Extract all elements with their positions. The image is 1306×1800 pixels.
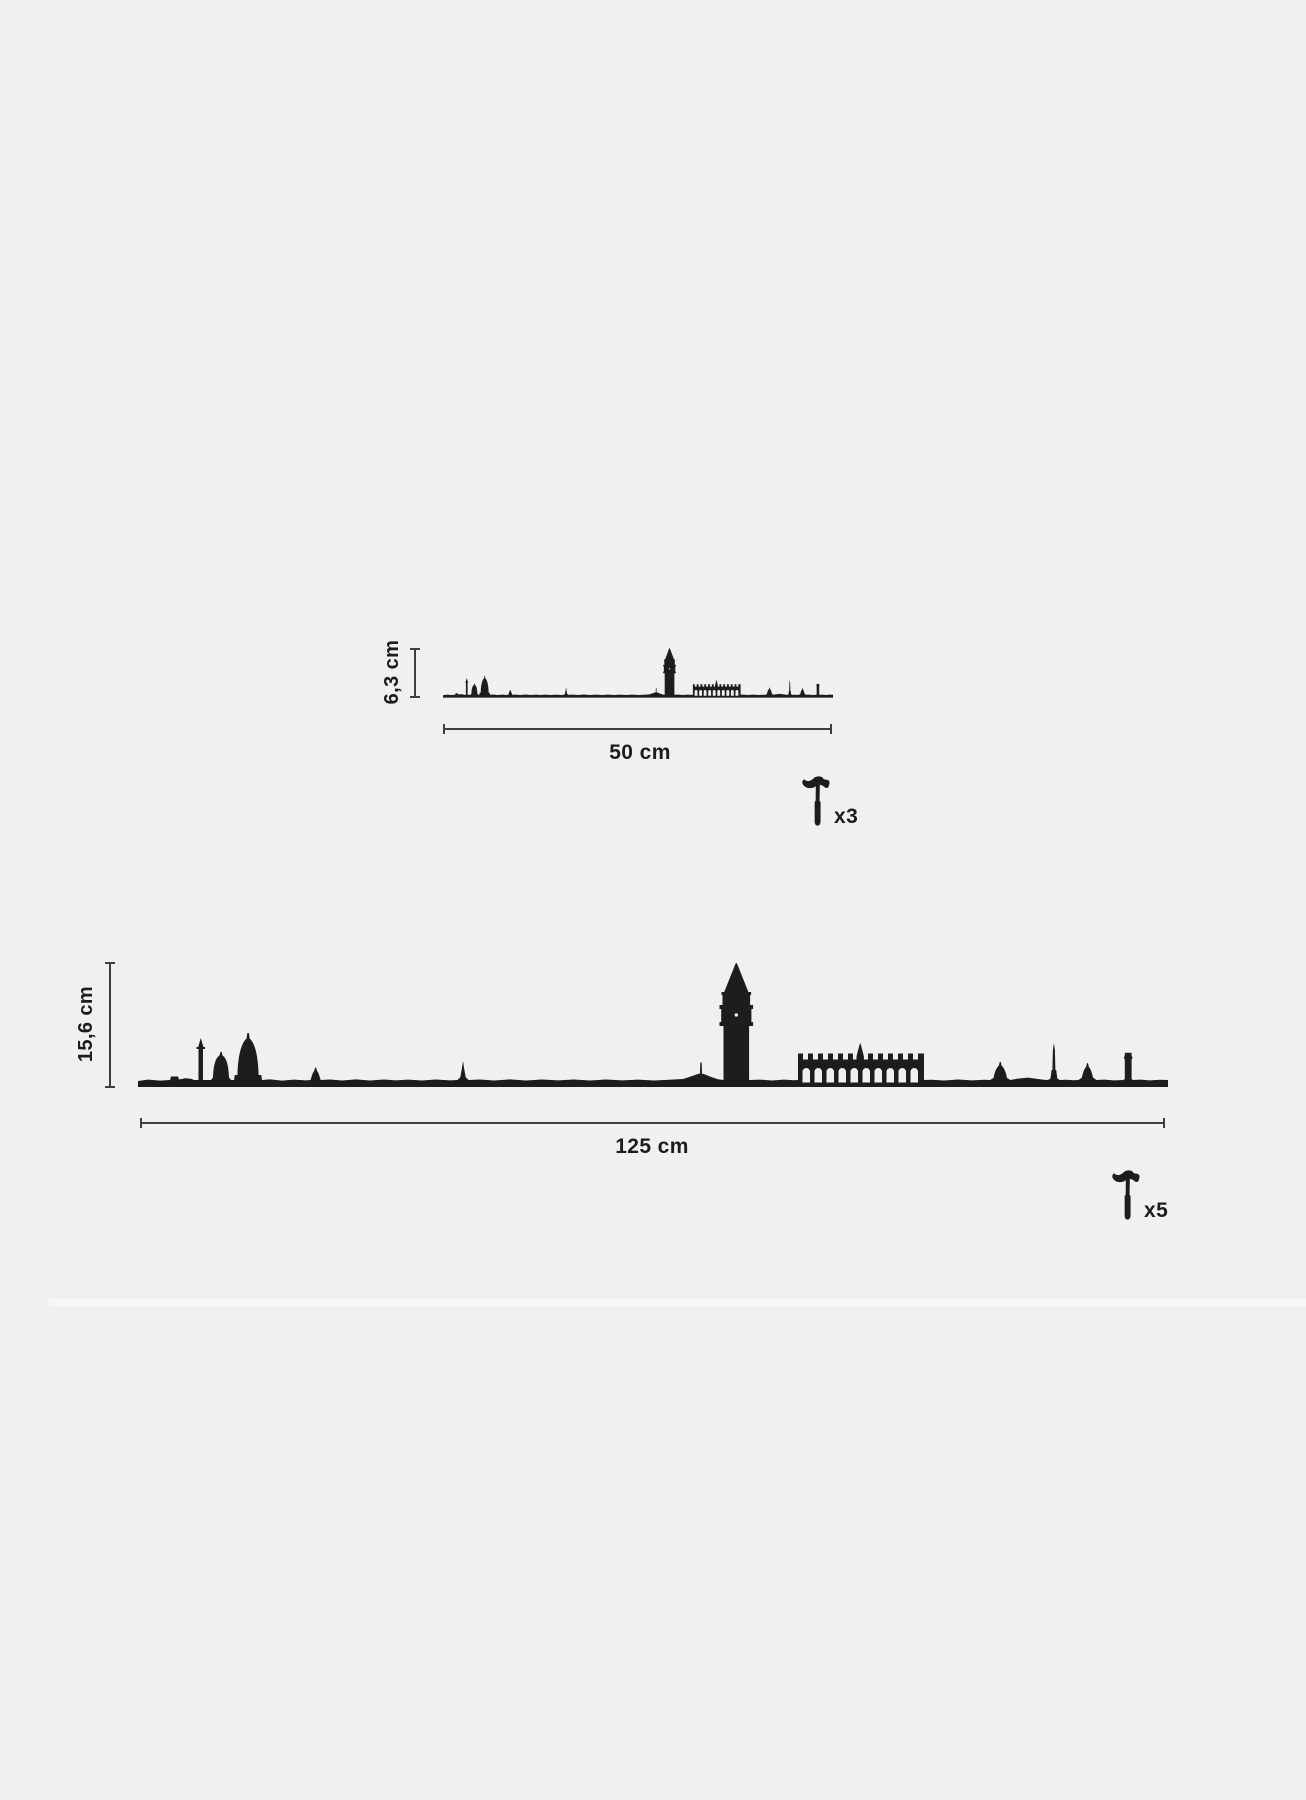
height-dimension-line-small bbox=[410, 648, 420, 698]
shelf-highlight bbox=[48, 1298, 1306, 1306]
height-dimension-label-large: 15,6 cm bbox=[75, 985, 97, 1063]
hammer-icon bbox=[802, 776, 830, 826]
width-dimension-line-large bbox=[140, 1118, 1165, 1128]
venice-skyline-silhouette-large bbox=[138, 963, 1168, 1087]
hammer-icon bbox=[1112, 1170, 1140, 1220]
width-dimension-label-large: 125 cm bbox=[615, 1135, 689, 1158]
hammer-count-small: x3 bbox=[834, 805, 859, 828]
height-dimension-label-small: 6,3 cm bbox=[381, 639, 403, 705]
venice-skyline-silhouette-small bbox=[443, 648, 833, 698]
width-dimension-line-small bbox=[443, 724, 832, 734]
hammer-count-large: x5 bbox=[1144, 1199, 1169, 1222]
height-dimension-line-large bbox=[105, 962, 115, 1088]
width-dimension-label-small: 50 cm bbox=[609, 741, 671, 764]
